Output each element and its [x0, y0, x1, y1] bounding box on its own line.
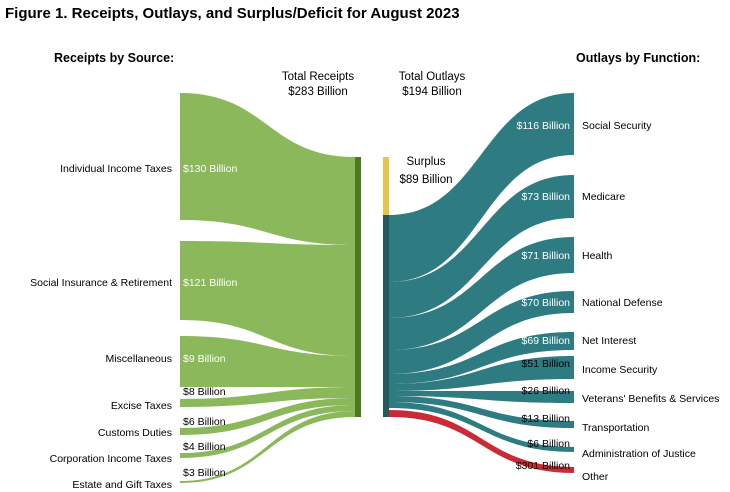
outlay-flow-veterans-benefits-services — [389, 391, 574, 403]
outlay-function-label: Health — [582, 250, 613, 262]
receipt-flow-social-insurance-retirement — [180, 241, 355, 356]
receipt-value-label: $3 Billion — [183, 467, 226, 479]
receipt-value-label: $9 Billion — [183, 353, 226, 365]
outlay-value-label: $71 Billion — [522, 250, 571, 262]
outlay-flow-net-interest — [389, 332, 574, 384]
outlay-flow-other — [389, 410, 574, 473]
outlay-flow-income-security — [389, 356, 574, 391]
outlay-value-label: $73 Billion — [522, 191, 571, 203]
outlay-function-label: Income Security — [582, 364, 658, 376]
outlay-flow-national-defense — [389, 291, 574, 374]
receipt-value-label: $130 Billion — [183, 163, 237, 175]
receipt-value-label: $121 Billion — [183, 277, 237, 289]
surplus-title: Surplus — [407, 156, 446, 168]
receipt-flow-miscellaneous — [180, 336, 355, 387]
outlay-value-label: $301 Billion — [516, 460, 570, 472]
outlay-flow-health — [389, 237, 574, 350]
receipt-flow-estate-and-gift-taxes — [180, 411, 355, 483]
total-receipts-bar — [355, 157, 361, 417]
receipt-labels: Individual Income Taxes $130 Billion Socia… — [30, 163, 237, 491]
outlay-value-label: $116 Billion — [516, 120, 570, 132]
receipt-flows — [180, 93, 355, 483]
outlay-function-label: Medicare — [582, 191, 625, 203]
outlay-function-label: Social Security — [582, 120, 652, 132]
outlay-flow-medicare — [389, 175, 574, 318]
outlay-function-label: National Defense — [582, 297, 663, 309]
outlay-value-label: $70 Billion — [522, 297, 571, 309]
receipt-source-label: Miscellaneous — [105, 353, 172, 365]
outlay-value-label: $13 Billion — [522, 413, 571, 425]
receipt-flow-corporation-income-taxes — [180, 405, 355, 458]
receipt-flow-excise-taxes — [180, 387, 355, 407]
receipt-source-label: Corporation Income Taxes — [50, 453, 172, 465]
receipt-flow-customs-duties — [180, 398, 355, 435]
outlays-heading: Outlays by Function: — [576, 51, 700, 65]
outlay-value-label: $26 Billion — [522, 385, 571, 397]
outlay-function-label: Administration of Justice — [582, 448, 696, 460]
total-outlays-value: $194 Billion — [402, 86, 461, 98]
receipt-flow-individual-income-taxes — [180, 93, 355, 245]
outlay-function-label: Transportation — [582, 422, 649, 434]
outlay-flow-social-security — [389, 93, 574, 282]
receipt-source-label: Individual Income Taxes — [60, 163, 172, 175]
outlay-flows — [389, 93, 574, 473]
receipt-value-label: $8 Billion — [183, 386, 226, 398]
total-receipts-value: $283 Billion — [288, 86, 347, 98]
surplus-bar — [383, 157, 389, 215]
receipt-value-label: $6 Billion — [183, 416, 226, 428]
outlay-function-label: Net Interest — [582, 335, 636, 347]
total-receipts-title: Total Receipts — [282, 71, 354, 83]
receipt-source-label: Customs Duties — [98, 427, 172, 439]
outlay-function-label: Other — [582, 471, 609, 483]
outlay-value-label: $51 Billion — [522, 358, 571, 370]
receipt-source-label: Excise Taxes — [111, 400, 172, 412]
outlay-value-label: $69 Billion — [522, 335, 571, 347]
outlay-flow-administration-of-justice — [389, 402, 574, 452]
receipts-heading: Receipts by Source: — [54, 51, 174, 65]
receipt-value-label: $4 Billion — [183, 441, 226, 453]
receipt-source-label: Social Insurance & Retirement — [30, 277, 172, 289]
outlay-value-label: $6 Billion — [527, 438, 570, 450]
outlay-function-label: Veterans' Benefits & Services — [582, 393, 719, 405]
total-outlays-title: Total Outlays — [399, 71, 466, 83]
receipt-source-label: Estate and Gift Taxes — [72, 479, 172, 491]
outlay-labels: Social Security $116 Billion Medicare $73 B… — [516, 120, 720, 483]
surplus-value: $89 Billion — [399, 174, 452, 186]
figure-title: Figure 1. Receipts, Outlays, and Surplus… — [5, 5, 460, 22]
total-outlays-bar — [383, 215, 389, 417]
outlay-flow-transportation — [389, 396, 574, 428]
